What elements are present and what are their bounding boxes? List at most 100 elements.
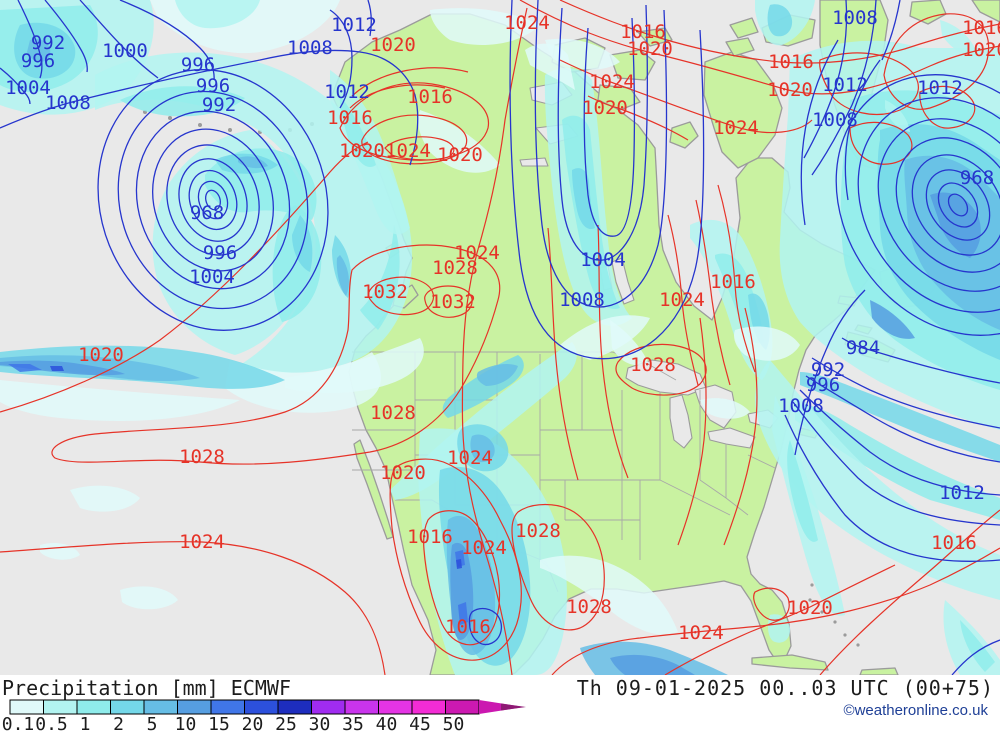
pressure-labels: 9929961004100810009969969921008101210129…: [5, 7, 1000, 644]
pressure-label: 1008: [559, 289, 605, 311]
pressure-label: 1012: [331, 14, 377, 36]
pressure-label: 1020: [787, 597, 833, 619]
legend-tick-label: 40: [376, 714, 398, 733]
pressure-label: 1024: [385, 140, 431, 162]
pressure-label: 984: [846, 337, 880, 359]
pressure-label: 968: [960, 167, 994, 189]
pressure-label: 1024: [713, 117, 759, 139]
legend-tick-label: 45: [409, 714, 431, 733]
pressure-label: 1028: [432, 257, 478, 279]
pressure-label: 1004: [580, 249, 626, 271]
pressure-label: 992: [31, 32, 65, 54]
legend-overflow-arrow-tip: [501, 703, 526, 711]
legend-title: Precipitation [mm] ECMWF: [2, 676, 291, 700]
legend-cell: [378, 699, 413, 715]
pressure-label: 1020: [437, 144, 483, 166]
pressure-label: 996: [806, 374, 840, 396]
legend-tick-label: 50: [443, 714, 465, 733]
legend-cell: [244, 699, 279, 715]
copyright-watermark: ©weatheronline.co.uk: [843, 702, 988, 719]
pressure-label: 1016: [407, 526, 453, 548]
legend-cell: [344, 699, 379, 715]
pressure-label: 992: [811, 359, 845, 381]
pressure-label: 1016: [620, 21, 666, 43]
legend-tick-label: 5: [147, 714, 158, 733]
pressure-label: 1024: [447, 447, 493, 469]
pressure-label: 1020: [370, 34, 416, 56]
pressure-label: 1024: [589, 71, 635, 93]
pressure-label: 1008: [778, 395, 824, 417]
pressure-label: 1020: [380, 462, 426, 484]
pressure-label: 1016: [931, 532, 977, 554]
pressure-label: 1032: [362, 281, 408, 303]
legend-tick-label: 2: [113, 714, 124, 733]
pressure-label: 1020: [339, 140, 385, 162]
pressure-label: 996: [21, 50, 55, 72]
pressure-label: 996: [196, 75, 230, 97]
isobars-low-pressure: [0, 0, 1000, 675]
pressure-label: 1032: [430, 291, 476, 313]
pressure-label: 1020: [767, 79, 813, 101]
pressure-label: 1016: [407, 86, 453, 108]
pressure-label: 1028: [370, 402, 416, 424]
legend-cell: [177, 699, 212, 715]
legend-cell: [143, 699, 178, 715]
precipitation-legend: 0.1 0.5 1 2 5 10 15 20 25 30 35 40 45 50: [2, 699, 526, 733]
pressure-label: 1020: [962, 39, 1000, 61]
pressure-label: 1024: [454, 242, 500, 264]
legend-tick-label: 20: [242, 714, 264, 733]
legend-tick-label: 1: [80, 714, 91, 733]
pressure-label: 1016: [327, 107, 373, 129]
legend-cell: [110, 699, 145, 715]
pressure-label: 1012: [822, 74, 868, 96]
pressure-label: 1008: [832, 7, 878, 29]
pressure-label: 1020: [78, 344, 124, 366]
pressure-label: 1012: [324, 81, 370, 103]
pressure-label: 1028: [566, 596, 612, 618]
pressure-label: 1028: [630, 354, 676, 376]
legend-cell: [411, 699, 446, 715]
pressure-label: 1008: [287, 37, 333, 59]
legend-cell: [445, 699, 480, 715]
pressure-label: 992: [202, 94, 236, 116]
legend-cell: [210, 699, 245, 715]
legend-tick-label: 10: [175, 714, 197, 733]
pressure-label: 968: [190, 202, 224, 224]
pressure-label: 1004: [189, 266, 235, 288]
pressure-label: 1020: [627, 38, 673, 60]
pressure-label: 1004: [5, 77, 51, 99]
legend-tick-label: 0.5: [35, 714, 68, 733]
pressure-label: 1016: [710, 271, 756, 293]
precipitation-pressure-map: 9929961004100810009969969921008101210129…: [0, 0, 1000, 675]
pressure-label: 1024: [678, 622, 724, 644]
pressure-label: 1016: [768, 51, 814, 73]
pressure-label: 1024: [179, 531, 225, 553]
pressure-label: 1008: [45, 92, 91, 114]
pressure-label: 1012: [939, 482, 985, 504]
legend-cell: [43, 699, 78, 715]
legend-tick-label: 0.1: [2, 714, 35, 733]
pressure-label: 1028: [179, 446, 225, 468]
pressure-label: 1016: [445, 616, 491, 638]
legend-tick-label: 15: [208, 714, 230, 733]
pressure-label: 1024: [659, 289, 705, 311]
pressure-label: 1024: [461, 537, 507, 559]
legend-cell: [277, 699, 312, 715]
pressure-label: 1012: [917, 77, 963, 99]
forecast-timestamp: Th 09-01-2025 00..03 UTC (00+75): [576, 676, 994, 700]
pressure-label: 996: [181, 54, 215, 76]
legend-color-scale: 0.1 0.5 1 2 5 10 15 20 25 30 35 40 45 50: [2, 699, 526, 733]
pressure-label: 1024: [504, 12, 550, 34]
pressure-label: 1028: [515, 520, 561, 542]
legend-cell: [9, 699, 44, 715]
pressure-label: 1020: [582, 97, 628, 119]
legend-tick-label: 35: [342, 714, 364, 733]
pressure-label: 1000: [102, 40, 148, 62]
pressure-label: 996: [203, 242, 237, 264]
legend-tick-label: 30: [309, 714, 331, 733]
pressure-label: 1008: [812, 109, 858, 131]
legend-cell: [76, 699, 111, 715]
legend-cell: [311, 699, 346, 715]
pressure-label: 1016: [962, 17, 1000, 39]
